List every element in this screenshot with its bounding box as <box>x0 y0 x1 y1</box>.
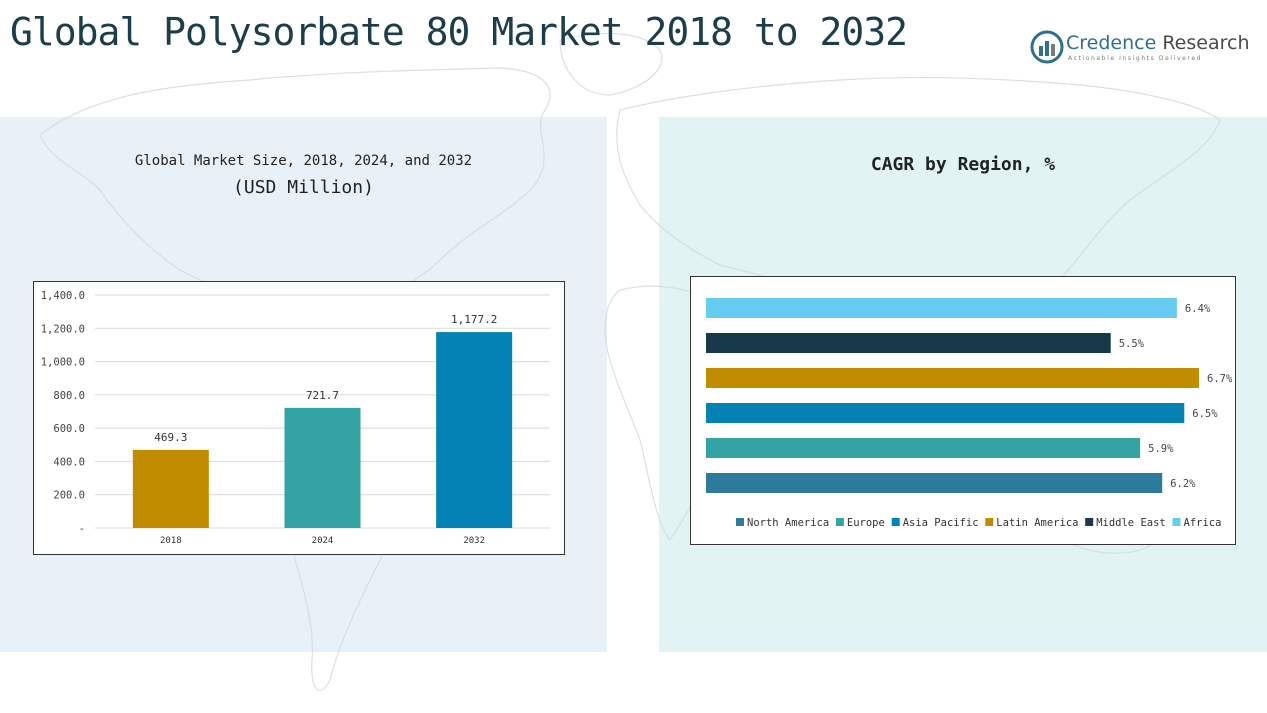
cagr-region-bar-chart: 6.4% 5.5% 6.7% 6.5% 5.9% 6.2% North America Eur… <box>690 276 1236 545</box>
left-chart-unit: (USD Million) <box>233 177 374 198</box>
logo-tagline: Actionable Insights Delivered <box>1068 55 1203 62</box>
bar-value-label: 6.2% <box>1170 478 1196 490</box>
logo-wordmark: Credence Research <box>1066 32 1249 54</box>
company-logo: Credence Research Actionable Insights De… <box>1030 28 1250 68</box>
right-chart-title: CAGR by Region, % <box>870 154 1056 175</box>
bar-value-label: 5.9% <box>1148 443 1174 455</box>
y-tick-label: 200.0 <box>53 490 85 502</box>
bar-value-label: 6.4% <box>1185 303 1211 315</box>
bar-value-label: 5.5% <box>1119 338 1145 350</box>
legend-swatch <box>891 518 900 526</box>
bar-2024 <box>284 407 361 528</box>
legend-swatch <box>736 518 744 526</box>
bar-asia-pacific <box>706 403 1185 423</box>
page-title: Global Polysorbate 80 Market 2018 to 203… <box>10 10 908 54</box>
bar-europe <box>706 438 1141 458</box>
bar-middle-east <box>706 333 1111 353</box>
legend-item: Latin America <box>996 517 1078 529</box>
bar-value-label: 721.7 <box>306 389 339 402</box>
left-chart-title: Global Market Size, 2018, 2024, and 2032 <box>134 153 473 169</box>
bar-value-label: 6.7% <box>1207 373 1233 385</box>
bar-north-america <box>706 473 1163 493</box>
bar-value-label: 469.3 <box>154 431 187 444</box>
bar-value-label: 6.5% <box>1192 408 1218 420</box>
bar-value-label: 1,177.2 <box>451 313 497 326</box>
bar-africa <box>706 298 1177 318</box>
legend-swatch <box>1085 518 1094 526</box>
legend-swatch <box>835 518 844 526</box>
legend-item: North America <box>747 517 829 529</box>
legend-item: Europe <box>847 517 885 529</box>
x-tick-label: 2018 <box>160 536 182 546</box>
bar-2032 <box>436 332 513 528</box>
x-tick-label: 2032 <box>463 536 485 546</box>
legend-item: Asia Pacific <box>903 517 979 529</box>
y-tick-label: 600.0 <box>53 423 85 435</box>
y-tick-label: - <box>79 523 85 535</box>
y-tick-label: 1,400.0 <box>41 290 85 302</box>
y-tick-label: 1,000.0 <box>41 357 85 369</box>
legend-item: Africa <box>1184 517 1222 529</box>
y-tick-label: 400.0 <box>53 456 85 468</box>
x-tick-label: 2024 <box>312 536 334 546</box>
logo-mark-icon <box>1030 30 1064 64</box>
bar-latin-america <box>706 368 1199 388</box>
y-tick-label: 1,200.0 <box>41 323 85 335</box>
logo-name-credence: Credence <box>1066 32 1157 54</box>
logo-name-research: Research <box>1162 32 1250 54</box>
legend-swatch <box>1172 518 1181 526</box>
market-size-bar-chart: - 200.0 400.0 600.0 800.0 1,000.0 1,200.0 1,400… <box>33 281 565 555</box>
legend-swatch <box>985 518 994 526</box>
legend-item: Middle East <box>1096 517 1166 529</box>
y-tick-label: 800.0 <box>53 390 85 402</box>
bar-2018 <box>132 449 209 528</box>
